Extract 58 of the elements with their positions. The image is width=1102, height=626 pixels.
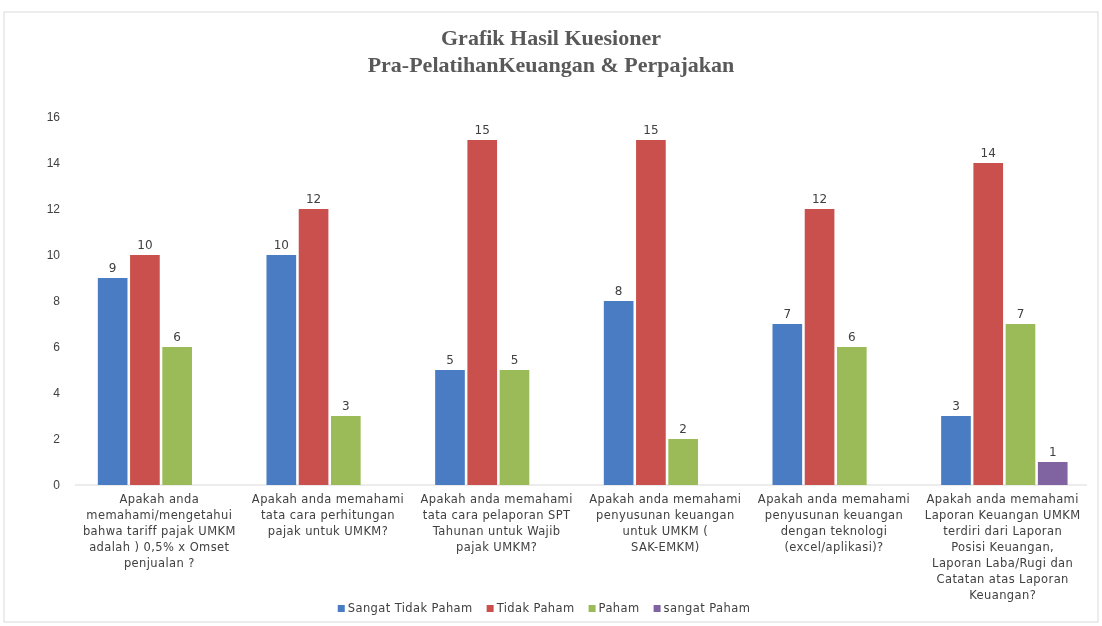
data-label: 3 — [341, 399, 350, 413]
data-label: 7 — [1016, 307, 1025, 321]
bar — [772, 324, 803, 485]
data-label: 6 — [173, 330, 181, 344]
data-label: 2 — [679, 422, 687, 436]
bar — [435, 370, 465, 485]
y-tick-label: 0 — [53, 478, 61, 493]
data-label: 5 — [446, 353, 454, 367]
y-tick-label: 6 — [53, 340, 61, 355]
data-label: 10 — [273, 238, 289, 252]
bar — [162, 347, 192, 485]
bar — [97, 278, 128, 485]
bar — [298, 209, 329, 485]
bar — [941, 416, 971, 485]
data-label: 15 — [643, 123, 659, 137]
bar — [668, 439, 698, 485]
y-tick-label: 12 — [46, 202, 61, 217]
legend-label: sangat Paham — [663, 601, 751, 615]
y-tick-label: 14 — [46, 156, 61, 171]
bar — [636, 140, 666, 485]
bar — [266, 255, 297, 485]
x-tick-label: Apakah anda memahami tata cara perhitungan pajak untuk UMKM? — [251, 492, 405, 538]
y-tick-label: 16 — [46, 110, 61, 125]
data-label: 3 — [952, 399, 960, 413]
data-label: 7 — [783, 307, 792, 321]
data-label: 8 — [614, 284, 623, 298]
chart-title: Grafik Hasil Kuesioner Pra-PelatihanKeuangan & Perpajakan — [367, 25, 735, 77]
data-label: 15 — [474, 123, 490, 137]
y-tick-label: 8 — [53, 294, 61, 309]
legend-label: Tidak Paham — [495, 601, 575, 615]
data-label: 1 — [1048, 445, 1057, 459]
bar — [973, 163, 1004, 485]
data-label: 12 — [305, 192, 322, 206]
data-label: 10 — [137, 238, 153, 252]
data-label: 6 — [847, 330, 856, 344]
bar — [330, 416, 361, 485]
bar — [467, 140, 498, 485]
legend-label: Sangat Tidak Paham — [347, 601, 473, 615]
bar — [804, 209, 835, 485]
x-tick-label: Apakah anda memahami penyusunan keuangan dengan teknologi (excel/aplikasi)? — [757, 492, 911, 554]
bar — [130, 255, 160, 485]
x-tick-label: Apakah anda memahami/mengetahui bahwa tariff pajak UMKM adalah ) 0,5% x Omset penjualan ? — [82, 492, 236, 570]
bar — [836, 347, 867, 485]
x-tick-label: Apakah anda memahami penyusunan keuangan untuk UMKM ( SAK-EMKM) — [589, 492, 742, 554]
data-label: 12 — [811, 192, 828, 206]
legend-label: Paham — [598, 601, 640, 615]
bar — [603, 301, 634, 485]
x-tick-label: Apakah anda memahami tata cara pelaporan SPT Tahunan untuk Wajib pajak UMKM? — [420, 492, 573, 554]
data-label: 9 — [108, 261, 117, 275]
y-tick-label: 4 — [53, 386, 61, 401]
y-tick-label: 10 — [46, 248, 61, 263]
bar — [499, 370, 530, 485]
data-label: 5 — [510, 353, 519, 367]
y-tick-label: 2 — [53, 432, 61, 447]
bar — [1005, 324, 1036, 485]
x-tick-label: Apakah anda memahami Laporan Keuangan UMKM terdiri dari Laporan Posisi Keuangan, Laporan Laba/Rugi dan Catatan atas Laporan Keuangan? — [924, 492, 1081, 602]
bar — [1037, 462, 1068, 485]
data-label: 14 — [980, 146, 996, 160]
